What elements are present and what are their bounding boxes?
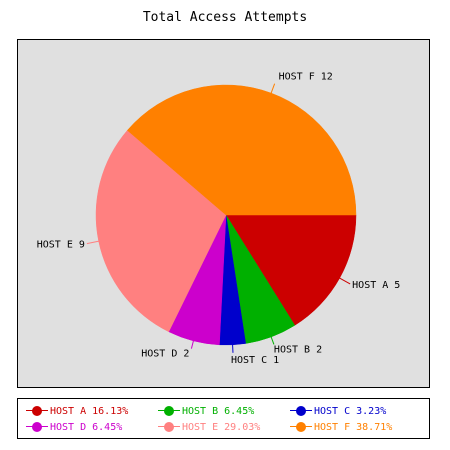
pie-leader-line (269, 332, 275, 345)
chart-title: Total Access Attempts (142, 10, 308, 25)
legend-marker-icon (290, 405, 312, 417)
pie-leader-line (190, 336, 195, 349)
legend-item-host-f: HOST F 38.71% (290, 420, 392, 434)
legend-label: HOST A 16.13% (50, 405, 129, 417)
legend-marker-icon (158, 421, 180, 433)
pie-leader-line (231, 340, 234, 353)
pie-slice-label: HOST A 5 (352, 280, 400, 291)
legend-label: HOST D 6.45% (50, 421, 123, 433)
legend-marker-icon (26, 405, 48, 417)
legend-marker-icon (158, 405, 180, 417)
legend-item-host-b: HOST B 6.45% (158, 404, 254, 418)
pie-leader-line (86, 239, 103, 245)
legend-label: HOST B 6.45% (182, 405, 255, 417)
legend-item-host-d: HOST D 6.45% (26, 420, 122, 434)
pie-leader-line (269, 83, 276, 98)
pie-slice-label: HOST B 2 (274, 344, 322, 355)
legend-marker-icon (26, 421, 48, 433)
legend-marker-icon (290, 421, 312, 433)
legend: HOST A 16.13% HOST B 6.45% HOST C 3.23% … (17, 398, 430, 439)
pie-slice-label: HOST C 1 (231, 355, 279, 366)
legend-item-host-a: HOST A 16.13% (26, 404, 128, 418)
legend-item-host-e: HOST E 29.03% (158, 420, 260, 434)
legend-label: HOST C 3.23% (314, 405, 387, 417)
pie-slice-label: HOST D 2 (141, 349, 189, 360)
legend-item-host-c: HOST C 3.23% (290, 404, 386, 418)
pie-slice-label: HOST F 12 (279, 72, 333, 83)
legend-label: HOST F 38.71% (314, 421, 393, 433)
legend-label: HOST E 29.03% (182, 421, 261, 433)
pie-leader-line (335, 275, 351, 285)
pie-slice-label: HOST E 9 (37, 240, 85, 251)
